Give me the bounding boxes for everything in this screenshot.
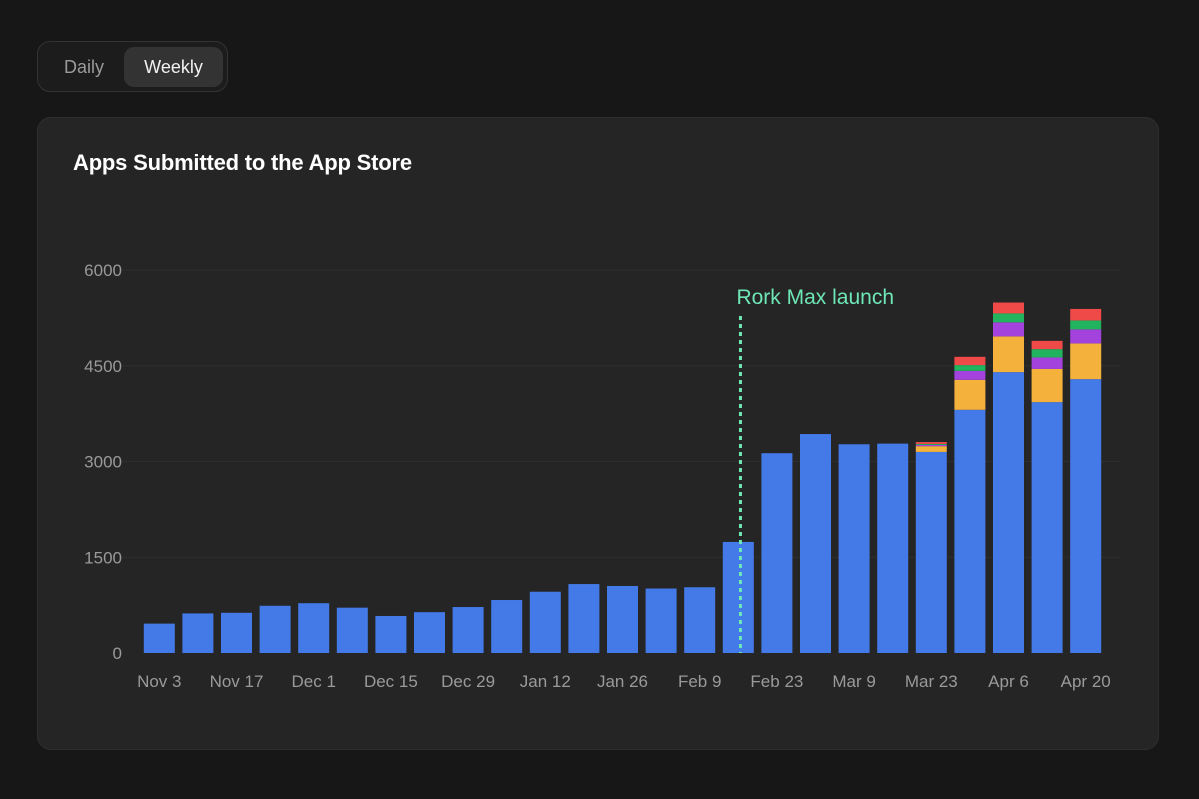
- bar-segment: [954, 379, 986, 410]
- bar-segment: [298, 603, 330, 653]
- x-tick-label: Nov 3: [137, 672, 181, 691]
- bar-segment: [915, 442, 947, 444]
- bar-segment: [877, 443, 909, 653]
- bar-segment: [529, 591, 561, 653]
- x-tick-label: Nov 17: [210, 672, 264, 691]
- bar-segment: [1031, 340, 1063, 350]
- daily-tab[interactable]: Daily: [63, 57, 104, 77]
- bar-segment: [1031, 349, 1063, 358]
- bar-segment: [915, 446, 947, 452]
- y-tick-label: 0: [113, 644, 122, 663]
- bar-segment: [684, 587, 716, 653]
- bar-segment: [761, 453, 793, 653]
- bar-segment: [452, 607, 484, 653]
- bar-segment: [838, 444, 870, 653]
- bar-segment: [1031, 357, 1063, 369]
- bar-segment: [954, 409, 986, 653]
- bar-segment: [1031, 402, 1063, 653]
- chart-title: Apps Submitted to the App Store: [73, 150, 412, 175]
- launch-annotation: Rork Max launch: [736, 286, 894, 309]
- y-tick-label: 6000: [84, 261, 122, 280]
- x-tick-label: Jan 12: [520, 672, 571, 691]
- x-tick-label: Dec 1: [291, 672, 335, 691]
- bar-segment: [375, 615, 407, 653]
- y-tick-label: 4500: [84, 357, 122, 376]
- x-tick-label: Apr 6: [988, 672, 1029, 691]
- x-tick-label: Mar 9: [832, 672, 875, 691]
- view-toggle: Daily Weekly: [37, 41, 228, 92]
- bar-segment: [645, 588, 677, 653]
- bar-segment: [182, 613, 214, 653]
- bar-segment: [1070, 308, 1102, 321]
- bar-segment: [414, 612, 445, 653]
- x-tick-label: Jan 26: [597, 672, 648, 691]
- bar-segment: [1070, 343, 1102, 380]
- x-tick-label: Dec 29: [441, 672, 495, 691]
- bar-segment: [1070, 329, 1102, 344]
- bar-segment: [993, 302, 1024, 314]
- bar-segment: [993, 322, 1024, 337]
- bar-segment: [993, 336, 1024, 373]
- bar-segment: [1031, 368, 1063, 403]
- bar-segment: [568, 584, 600, 653]
- bar-segment: [221, 612, 252, 653]
- bar-segment: [954, 365, 986, 371]
- bar-segment: [800, 434, 831, 653]
- bar-segment: [336, 607, 368, 653]
- x-tick-label: Dec 15: [364, 672, 418, 691]
- y-tick-label: 1500: [84, 548, 122, 567]
- bar-segment: [993, 372, 1024, 653]
- bar-segment: [491, 600, 523, 653]
- x-tick-label: Feb 23: [750, 672, 803, 691]
- bar-segment: [915, 451, 947, 653]
- bar-segment: [259, 605, 291, 653]
- x-tick-label: Apr 20: [1061, 672, 1111, 691]
- x-tick-label: Mar 23: [905, 672, 958, 691]
- weekly-tab[interactable]: Weekly: [124, 47, 223, 87]
- bar-segment: [143, 623, 175, 653]
- x-tick-label: Feb 9: [678, 672, 721, 691]
- bar-segment: [1070, 379, 1102, 653]
- bar-segment: [915, 444, 947, 447]
- bar-segment: [915, 443, 947, 445]
- bar-segment: [993, 313, 1024, 323]
- bar-segment: [954, 356, 986, 366]
- bar-segment: [954, 370, 986, 380]
- bar-segment: [722, 541, 754, 653]
- bar-segment: [1070, 320, 1102, 330]
- bar-segment: [607, 585, 638, 653]
- y-tick-label: 3000: [84, 453, 122, 472]
